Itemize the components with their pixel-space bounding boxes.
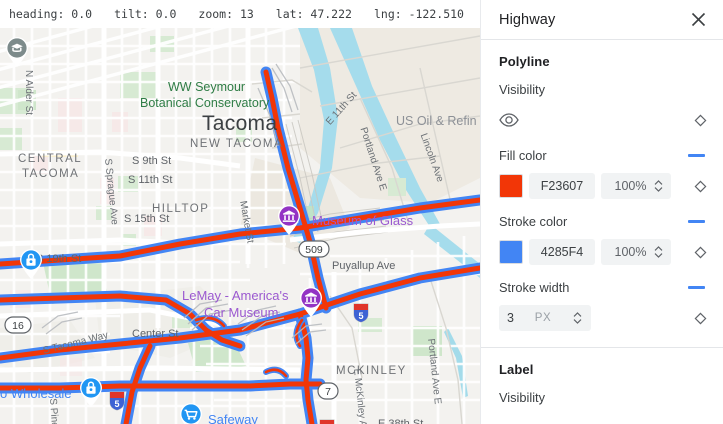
- stroke-width-modified-indicator: [688, 286, 705, 289]
- status-zoom: zoom: 13: [198, 7, 254, 21]
- section-label: Label Visibility: [481, 348, 723, 405]
- fill-opacity-value: 100%: [614, 179, 647, 193]
- row-label-label-visibility: Visibility: [481, 377, 723, 405]
- close-icon[interactable]: [687, 9, 709, 31]
- stroke-width-input[interactable]: 3 PX: [499, 305, 591, 331]
- row-label-stroke-width: Stroke width: [481, 267, 723, 295]
- status-lng: lng: -122.510: [373, 7, 464, 21]
- keyframe-icon-stroke-width[interactable]: [691, 312, 709, 325]
- keyframe-icon-fill-color[interactable]: [691, 180, 709, 193]
- fill-color-hex-input[interactable]: F23607: [529, 173, 595, 199]
- fill-color-modified-indicator: [688, 154, 705, 157]
- fill-color-swatch[interactable]: [499, 174, 523, 198]
- stroke-color-opacity-input[interactable]: 100%: [601, 239, 671, 265]
- stroke-opacity-value: 100%: [614, 245, 647, 259]
- fill-opacity-stepper-icon[interactable]: [653, 178, 664, 194]
- stroke-width-label: Stroke width: [499, 280, 570, 295]
- stroke-width-unit: PX: [534, 312, 552, 324]
- map-column: heading: 0.0 tilt: 0.0 zoom: 13 lat: 47.…: [0, 0, 480, 424]
- map-vector-layer: [0, 28, 480, 424]
- panel-title: Highway: [499, 11, 556, 28]
- row-label-stroke-color: Stroke color: [481, 201, 723, 229]
- stroke-color-swatch[interactable]: [499, 240, 523, 264]
- fill-color-opacity-input[interactable]: 100%: [601, 173, 671, 199]
- stroke-width-stepper-icon[interactable]: [572, 310, 583, 326]
- stroke-width-value: 3: [507, 311, 514, 325]
- row-stroke-width-control: 3 PX: [481, 295, 723, 333]
- keyframe-icon-stroke-color[interactable]: [691, 246, 709, 259]
- stroke-opacity-stepper-icon[interactable]: [653, 244, 664, 260]
- map-status-bar: heading: 0.0 tilt: 0.0 zoom: 13 lat: 47.…: [0, 0, 480, 28]
- section-title-label: Label: [499, 362, 534, 377]
- row-polyline-visibility-control: [481, 97, 723, 135]
- stroke-color-hex-input[interactable]: 4285F4: [529, 239, 595, 265]
- label-visibility-label: Visibility: [499, 390, 545, 405]
- map-canvas[interactable]: Tacoma NEW TACOMA CENTRAL TACOMA HILLTOP…: [0, 28, 480, 424]
- polyline-visibility-label: Visibility: [499, 82, 545, 97]
- status-lat: lat: 47.222: [275, 7, 352, 21]
- row-fill-color-control: F23607 100%: [481, 163, 723, 201]
- stroke-color-label: Stroke color: [499, 214, 568, 229]
- section-polyline: Polyline Visibility: [481, 40, 723, 333]
- panel-header: Highway: [481, 0, 723, 40]
- section-title-polyline: Polyline: [499, 54, 550, 69]
- stroke-color-modified-indicator: [688, 220, 705, 223]
- eye-icon[interactable]: [499, 113, 529, 127]
- status-heading: heading: 0.0: [9, 7, 93, 21]
- row-stroke-color-control: 4285F4 100%: [481, 229, 723, 267]
- keyframe-icon-polyline-visibility[interactable]: [691, 114, 709, 127]
- section-divider: [481, 347, 723, 348]
- row-label-polyline-visibility: Visibility: [481, 69, 723, 97]
- row-label-fill-color: Fill color: [481, 135, 723, 163]
- fill-color-label: Fill color: [499, 148, 547, 163]
- status-tilt: tilt: 0.0: [114, 7, 177, 21]
- properties-panel: Highway Polyline Visibility: [480, 0, 723, 424]
